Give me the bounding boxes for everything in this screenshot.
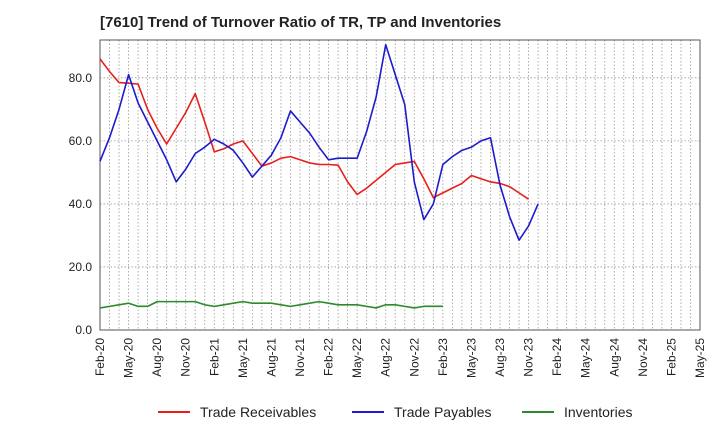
x-tick-label: Aug-22 [379,338,393,377]
x-tick-label: May-23 [464,338,478,378]
y-tick-label: 60.0 [69,134,93,148]
series-line-inventories [99,300,443,309]
x-tick-label: Aug-21 [264,338,278,377]
legend-label-trade-receivables: Trade Receivables [200,404,317,420]
x-tick-label: Feb-21 [207,338,221,376]
legend-item-trade-receivables: Trade Receivables [158,404,316,420]
x-tick-label: May-22 [350,338,364,378]
y-tick-label: 0.0 [75,323,92,337]
legend-label-inventories: Inventories [564,404,633,420]
y-tick-label: 20.0 [69,260,93,274]
x-tick-label: May-20 [122,338,136,378]
y-tick-label: 80.0 [69,71,93,85]
legend-swatch-inventories [522,411,554,413]
y-tick-label: 40.0 [69,197,93,211]
x-tick-label: Feb-23 [436,338,450,376]
x-tick-label: Nov-24 [636,338,650,377]
x-tick-label: Nov-22 [407,338,421,377]
x-tick-label: Aug-24 [607,338,621,377]
legend: Trade Receivables Trade Payables Invento… [0,404,720,424]
legend-label-trade-payables: Trade Payables [394,404,492,420]
x-tick-label: Nov-21 [293,338,307,377]
legend-swatch-trade-payables [352,411,384,413]
x-tick-label: Feb-20 [93,338,107,376]
legend-swatch-trade-receivables [158,411,190,413]
legend-item-inventories: Inventories [522,404,632,420]
x-tick-label: May-24 [579,338,593,378]
x-tick-label: May-25 [693,338,707,378]
series-line-trade-payables [99,43,539,241]
plot-frame [99,39,701,331]
x-tick-label: May-21 [236,338,250,378]
x-tick-label: Feb-25 [664,338,678,376]
x-tick-label: Nov-23 [522,338,536,377]
series-line-trade-receivables [99,58,530,200]
x-tick-label: Aug-23 [493,338,507,377]
x-tick-label: Feb-24 [550,338,564,376]
x-tick-label: Nov-20 [179,338,193,377]
x-tick-label: Aug-20 [150,338,164,377]
chart-title: [7610] Trend of Turnover Ratio of TR, TP… [100,14,502,31]
legend-item-trade-payables: Trade Payables [352,404,492,420]
x-tick-label: Feb-22 [322,338,336,376]
